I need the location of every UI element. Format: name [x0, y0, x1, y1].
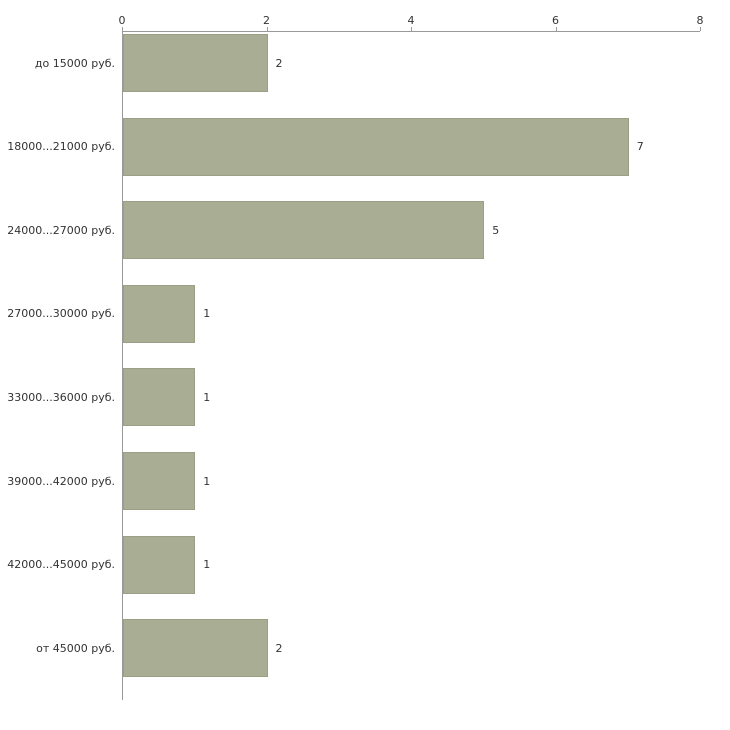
bar-row: 27000...30000 руб. 1 — [0, 282, 730, 366]
x-tick-label: 6 — [552, 14, 559, 27]
x-tick-label: 8 — [696, 14, 704, 27]
value-label: 5 — [492, 223, 500, 237]
x-tick-mark — [266, 27, 268, 31]
category-label: 24000...27000 руб. — [7, 223, 115, 237]
x-tick-label: 4 — [407, 14, 415, 27]
y-axis-line — [122, 31, 123, 700]
bar — [123, 368, 196, 427]
bar-row: 18000...21000 руб. 7 — [0, 115, 730, 199]
category-label: 39000...42000 руб. — [7, 474, 115, 488]
value-label: 1 — [203, 307, 211, 321]
x-tick-mark — [411, 27, 412, 31]
x-tick-mark — [122, 27, 123, 31]
bar-row: до 15000 руб. 2 — [0, 31, 730, 115]
bar-row: 42000...45000 руб. 1 — [0, 533, 730, 617]
category-label: до 15000 руб. — [34, 56, 115, 70]
category-label: 42000...45000 руб. — [7, 558, 115, 572]
bar — [123, 535, 196, 594]
bar-row: 33000...36000 руб. 1 — [0, 365, 730, 449]
bar — [123, 284, 196, 343]
bar-row: 39000...42000 руб. 1 — [0, 449, 730, 533]
category-label: 33000...36000 руб. — [7, 390, 115, 404]
bar — [123, 34, 268, 92]
bar-row: от 45000 руб. 2 — [0, 616, 730, 700]
bar — [123, 619, 268, 678]
x-axis-line — [122, 31, 700, 32]
x-tick-label: 2 — [263, 14, 270, 27]
category-label: 27000...30000 руб. — [7, 307, 115, 321]
category-label: 18000...21000 руб. — [7, 140, 115, 154]
x-tick-mark — [555, 27, 557, 31]
value-label: 1 — [203, 558, 211, 572]
bar — [123, 201, 485, 260]
bar-row: 24000...27000 руб. 5 — [0, 198, 730, 282]
x-tick-mark — [700, 27, 701, 31]
value-label: 2 — [275, 56, 283, 70]
bar — [123, 117, 629, 176]
value-label: 1 — [203, 474, 211, 488]
value-label: 1 — [203, 390, 211, 404]
category-label: от 45000 руб. — [36, 641, 115, 655]
bar — [123, 452, 196, 510]
value-label: 2 — [275, 641, 283, 655]
value-label: 7 — [636, 140, 644, 154]
x-tick-label: 0 — [118, 14, 126, 27]
